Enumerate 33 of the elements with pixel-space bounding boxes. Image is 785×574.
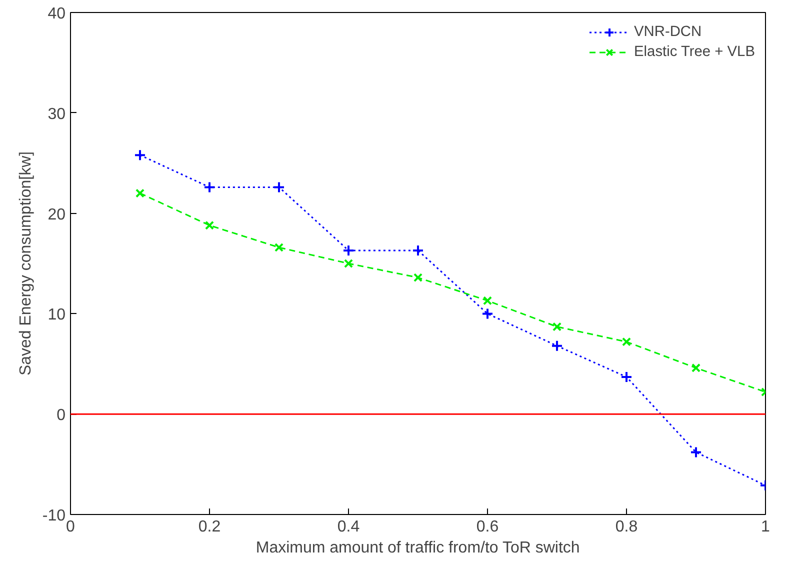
point	[135, 188, 145, 198]
point	[344, 258, 354, 268]
legend-label: VNR-DCN	[634, 24, 702, 40]
point	[622, 337, 632, 346]
y-tick-label: 10	[48, 306, 66, 324]
y-tick-label: 20	[48, 206, 66, 224]
x-tick-label: 1	[761, 518, 770, 536]
point	[342, 244, 354, 256]
point	[482, 308, 494, 320]
point	[412, 244, 424, 256]
y-axis-title: Saved Energy consumption[kw]	[17, 151, 34, 376]
legend-label: Elastic Tree + VLB	[634, 44, 755, 60]
point	[273, 181, 285, 194]
x-tick-label: 0.4	[337, 518, 360, 536]
point	[134, 149, 146, 162]
y-tick-label: 40	[48, 6, 66, 22]
x-axis-title: Maximum amount of traffic from/to ToR switch	[256, 540, 580, 556]
point	[204, 220, 214, 230]
point	[482, 296, 492, 306]
point	[551, 340, 563, 352]
y-tick-label: 0	[56, 407, 66, 424]
point	[274, 242, 284, 252]
point	[204, 181, 216, 194]
y-tick-label: -10	[42, 508, 66, 524]
x-tick-label: 0.6	[476, 518, 499, 536]
point	[690, 446, 702, 458]
x-tick-label: 0.8	[615, 518, 638, 536]
point	[413, 273, 423, 282]
point	[552, 322, 562, 332]
point	[691, 363, 701, 372]
y-tick-label: 30	[48, 106, 66, 123]
point	[620, 370, 632, 383]
x-tick-label: 0.2	[198, 518, 221, 536]
